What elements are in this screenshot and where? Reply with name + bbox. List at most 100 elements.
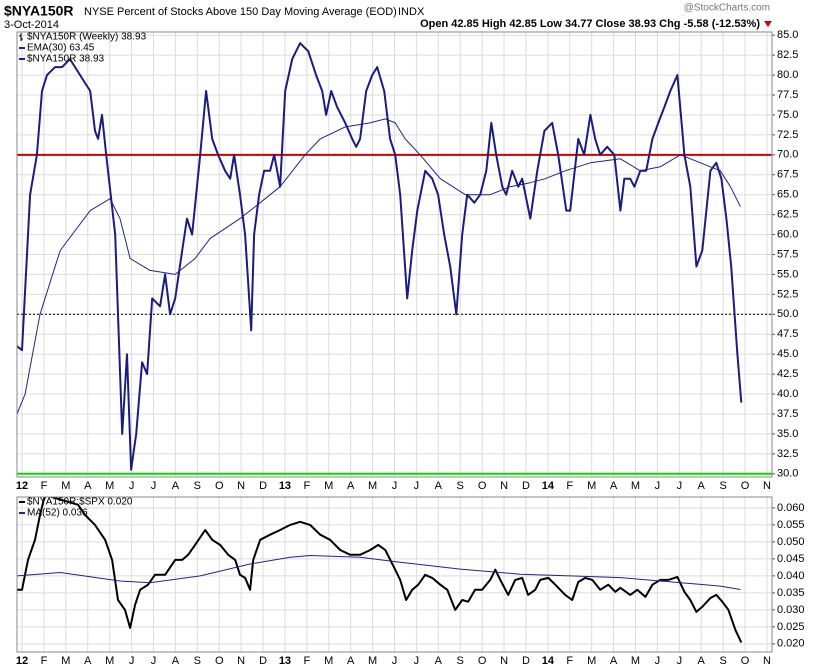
y-tick-label: 67.5 — [777, 169, 798, 181]
x-tick-label: 14 — [542, 655, 555, 667]
x-tick-label: M — [324, 480, 333, 492]
x-tick-label: J — [655, 655, 661, 667]
legend-header: $NYA150R (Weekly) 38.93 — [27, 32, 147, 43]
y-tick-label: 70.0 — [777, 149, 798, 161]
x-tick-label: M — [105, 655, 114, 667]
y-tick-label: 32.5 — [777, 448, 798, 460]
series-line — [17, 555, 741, 590]
y-tick-label: 75.0 — [777, 109, 798, 121]
x-tick-label: A — [347, 655, 355, 667]
x-tick-label: S — [457, 655, 464, 667]
plot-clip — [17, 497, 743, 643]
x-tick-label: N — [500, 655, 508, 667]
x-tick-label: A — [610, 655, 618, 667]
x-tick-label: F — [41, 480, 48, 492]
x-tick-label: A — [698, 655, 706, 667]
x-tick-label: O — [741, 480, 750, 492]
y-tick-label: 0.020 — [777, 638, 805, 650]
y-tick-label: 0.045 — [777, 553, 805, 565]
x-tick-label: J — [151, 655, 157, 667]
x-tick-label: M — [587, 480, 596, 492]
y-tick-label: 0.060 — [777, 502, 805, 514]
x-tick-label: M — [587, 655, 596, 667]
y-tick-label: 62.5 — [777, 209, 798, 221]
x-tick-label: D — [522, 655, 530, 667]
x-tick-label: M — [61, 480, 70, 492]
y-tick-label: 0.050 — [777, 536, 805, 548]
plot-frame — [16, 496, 773, 653]
y-tick-label: 0.040 — [777, 570, 805, 582]
x-tick-label: J — [677, 480, 683, 492]
x-tick-label: F — [41, 655, 48, 667]
x-tick-label: D — [259, 480, 267, 492]
legend-label: EMA(30) 63.45 — [27, 43, 95, 54]
down-arrow — [764, 21, 772, 27]
quote: Open 42.85 High 42.85 Low 34.77 Close 38… — [420, 18, 760, 30]
x-tick-label: 13 — [279, 480, 291, 492]
x-tick-label: M — [61, 655, 70, 667]
y-tick-label: 77.5 — [777, 89, 798, 101]
x-tick-label: A — [84, 655, 92, 667]
symbol: $NYA150R — [4, 3, 74, 19]
x-tick-label: A — [347, 480, 355, 492]
x-tick-label: A — [172, 480, 180, 492]
x-tick-label: J — [129, 655, 135, 667]
x-tick-label: S — [194, 480, 201, 492]
x-tick-label: A — [435, 655, 443, 667]
x-tick-label: F — [566, 480, 573, 492]
legend-label: MA(52) 0.036 — [27, 508, 88, 519]
x-tick-label: A — [172, 655, 180, 667]
x-tick-label: S — [719, 480, 726, 492]
y-tick-label: 65.0 — [777, 189, 798, 201]
y-tick-label: 60.0 — [777, 228, 798, 240]
x-tick-label: N — [763, 480, 771, 492]
x-tick-label: M — [368, 480, 377, 492]
x-tick-label: J — [414, 655, 420, 667]
y-tick-label: 50.0 — [777, 308, 798, 320]
x-tick-label: M — [368, 655, 377, 667]
x-tick-label: A — [435, 480, 443, 492]
series-line — [17, 42, 743, 471]
x-tick-label: N — [237, 655, 245, 667]
legend-label: $NYA150R:$SPX 0.020 — [27, 497, 133, 508]
x-tick-label: J — [151, 480, 157, 492]
x-tick-label: O — [215, 480, 224, 492]
y-tick-label: 80.0 — [777, 69, 798, 81]
x-tick-label: S — [194, 655, 201, 667]
x-tick-label: M — [324, 655, 333, 667]
plot-clip — [17, 42, 772, 475]
x-tick-label: J — [129, 480, 135, 492]
exchange: INDX — [398, 6, 425, 18]
x-tick-label: 13 — [279, 655, 291, 667]
x-tick-label: J — [677, 655, 683, 667]
y-tick-label: 30.0 — [777, 468, 798, 480]
y-tick-label: 37.5 — [777, 408, 798, 420]
x-tick-label: A — [84, 480, 92, 492]
x-tick-label: M — [105, 480, 114, 492]
x-tick-label: M — [631, 480, 640, 492]
x-tick-label: O — [215, 655, 224, 667]
x-tick-label: J — [414, 480, 420, 492]
chart-title: NYSE Percent of Stocks Above 150 Day Mov… — [84, 6, 397, 18]
x-tick-label: M — [631, 655, 640, 667]
y-tick-label: 42.5 — [777, 368, 798, 380]
date: 3-Oct-2014 — [4, 19, 59, 31]
y-tick-label: 72.5 — [777, 129, 798, 141]
x-tick-label: 12 — [16, 655, 28, 667]
x-tick-label: O — [478, 480, 487, 492]
x-tick-label: A — [610, 480, 618, 492]
x-tick-label: 14 — [542, 480, 555, 492]
y-tick-label: 0.025 — [777, 621, 805, 633]
x-tick-label: O — [478, 655, 487, 667]
legend-icon — [19, 33, 23, 41]
x-tick-label: 12 — [16, 480, 28, 492]
x-tick-label: N — [763, 655, 771, 667]
x-tick-label: O — [741, 655, 750, 667]
x-tick-label: S — [457, 480, 464, 492]
y-tick-label: 57.5 — [777, 248, 798, 260]
x-tick-label: S — [719, 655, 726, 667]
x-tick-label: D — [259, 655, 267, 667]
y-tick-label: 40.0 — [777, 388, 798, 400]
y-tick-label: 55.0 — [777, 268, 798, 280]
x-tick-label: F — [303, 655, 310, 667]
